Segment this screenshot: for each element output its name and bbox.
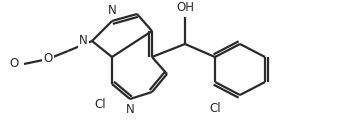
Text: Cl: Cl xyxy=(209,102,221,116)
Text: OH: OH xyxy=(176,1,194,14)
Text: N: N xyxy=(79,34,88,48)
Text: O: O xyxy=(44,53,53,65)
Text: N: N xyxy=(108,4,116,17)
Text: N: N xyxy=(126,103,134,116)
Text: O: O xyxy=(10,58,19,70)
Text: Cl: Cl xyxy=(94,97,106,111)
